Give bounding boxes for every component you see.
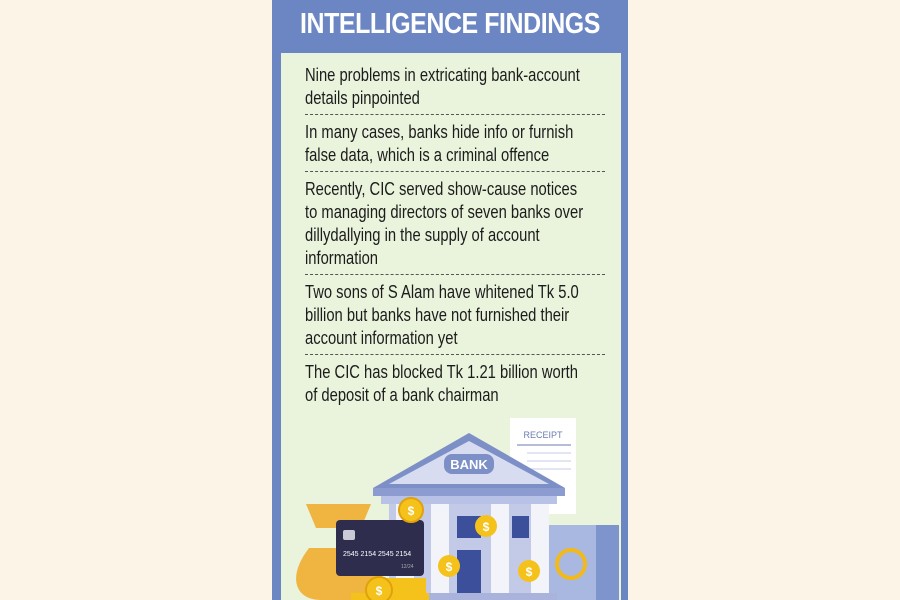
svg-text:12/24: 12/24 — [401, 564, 414, 570]
svg-text:RECEIPT: RECEIPT — [523, 430, 563, 440]
finding-line: false data, which is a criminal offence — [305, 145, 550, 165]
findings-list: Nine problems in extricating bank-accoun… — [305, 63, 605, 416]
svg-text:$: $ — [526, 565, 533, 579]
finding-line: In many cases, banks hide info or furnis… — [305, 122, 574, 142]
credit-card-icon: 2545 2154 2545 2154 12/24 — [336, 520, 424, 576]
finding-item: The CIC has blocked Tk 1.21 billion wort… — [305, 360, 605, 411]
infographic-title: INTELLIGENCE FINDINGS — [300, 8, 600, 40]
svg-text:$: $ — [376, 584, 383, 598]
svg-text:BANK: BANK — [450, 457, 488, 472]
finding-line: details pinpointed — [305, 88, 420, 108]
finding-line: dillydallying in the supply of account — [305, 225, 540, 245]
svg-text:2545 2154 2545 2154: 2545 2154 2545 2154 — [343, 551, 411, 558]
findings-box: Nine problems in extricating bank-accoun… — [281, 53, 621, 600]
svg-text:$: $ — [408, 504, 415, 518]
finding-item: In many cases, banks hide info or furnis… — [305, 120, 605, 172]
finding-line: The CIC has blocked Tk 1.21 billion wort… — [305, 362, 578, 382]
finding-line: billion but banks have not furnished the… — [305, 305, 570, 325]
coins-icon: $ $ $ $ $ — [351, 497, 540, 600]
finding-line: Recently, CIC served show-cause notices — [305, 179, 578, 199]
finding-line: information — [305, 248, 379, 268]
finding-line: to managing directors of seven banks ove… — [305, 202, 584, 222]
bank-illustration: RECEIPT BANK — [296, 418, 619, 600]
finding-line: Nine problems in extricating bank-accoun… — [305, 65, 580, 85]
svg-text:$: $ — [446, 560, 453, 574]
finding-item: Nine problems in extricating bank-accoun… — [305, 63, 605, 115]
finding-line: of deposit of a bank chairman — [305, 385, 499, 405]
finding-item: Recently, CIC served show-cause notices t… — [305, 177, 605, 275]
finding-item: Two sons of S Alam have whitened Tk 5.0 b… — [305, 280, 605, 355]
finding-line: account information yet — [305, 328, 458, 348]
svg-text:$: $ — [483, 520, 490, 534]
infographic-panel: INTELLIGENCE FINDINGS Nine problems in e… — [272, 0, 628, 600]
safe-icon — [549, 525, 619, 600]
finding-line: Two sons of S Alam have whitened Tk 5.0 — [305, 282, 579, 302]
